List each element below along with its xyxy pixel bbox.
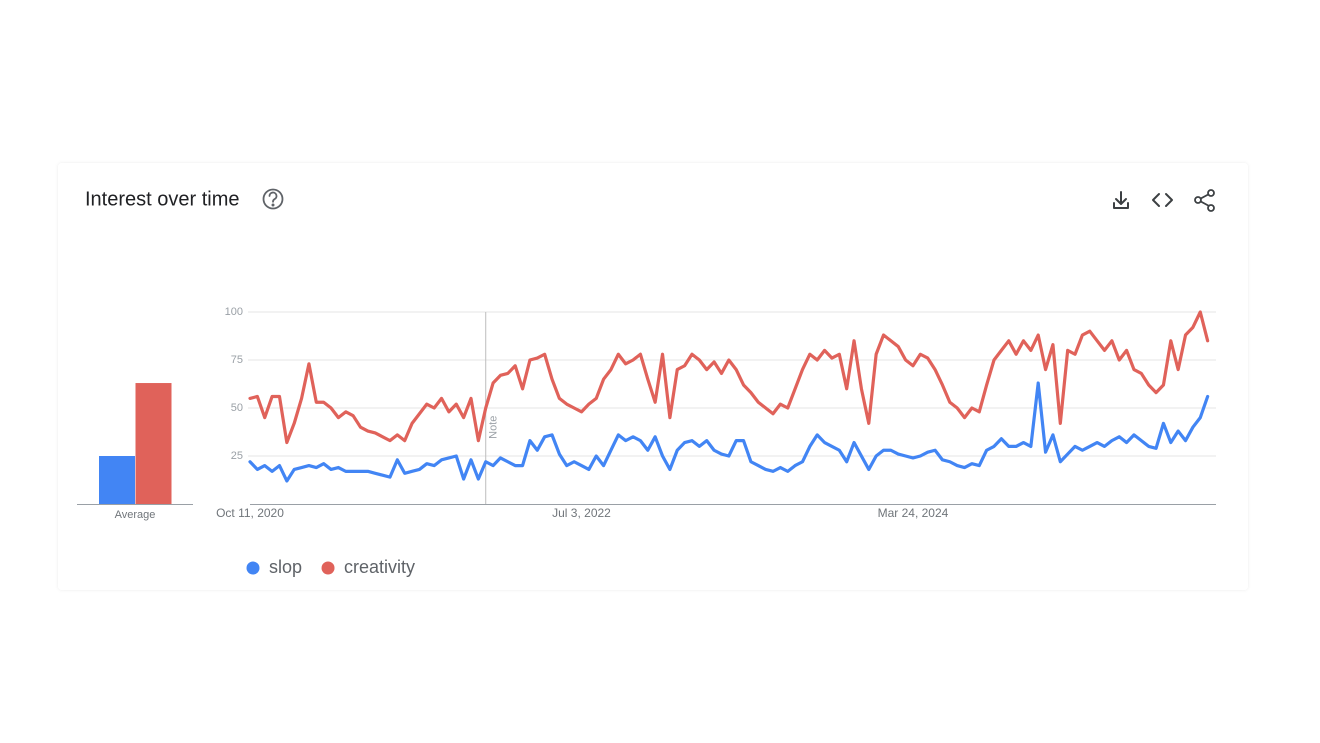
average-label: Average bbox=[115, 509, 156, 521]
x-tick-label: Oct 11, 2020 bbox=[216, 506, 284, 520]
help-icon[interactable] bbox=[262, 188, 284, 210]
download-icon[interactable] bbox=[1113, 191, 1129, 209]
legend-swatch bbox=[321, 561, 335, 575]
series-line bbox=[248, 310, 1210, 445]
x-tick-label: Mar 24, 2024 bbox=[878, 506, 949, 520]
note-label: Note bbox=[488, 416, 500, 439]
card-title: Interest over time bbox=[85, 188, 240, 210]
average-bar bbox=[99, 456, 135, 504]
legend-swatch bbox=[246, 561, 260, 575]
average-bar bbox=[135, 383, 172, 504]
legend-label: creativity bbox=[344, 557, 415, 577]
y-tick-label: 50 bbox=[231, 402, 243, 414]
y-tick-label: 75 bbox=[231, 354, 243, 366]
series-line bbox=[248, 381, 1210, 483]
x-tick-label: Jul 3, 2022 bbox=[552, 506, 611, 520]
y-tick-label: 25 bbox=[231, 450, 243, 462]
y-tick-label: 100 bbox=[225, 306, 243, 318]
legend-label: slop bbox=[269, 557, 302, 577]
embed-icon[interactable] bbox=[1152, 193, 1173, 207]
share-icon[interactable] bbox=[1194, 189, 1215, 212]
card bbox=[58, 163, 1248, 590]
